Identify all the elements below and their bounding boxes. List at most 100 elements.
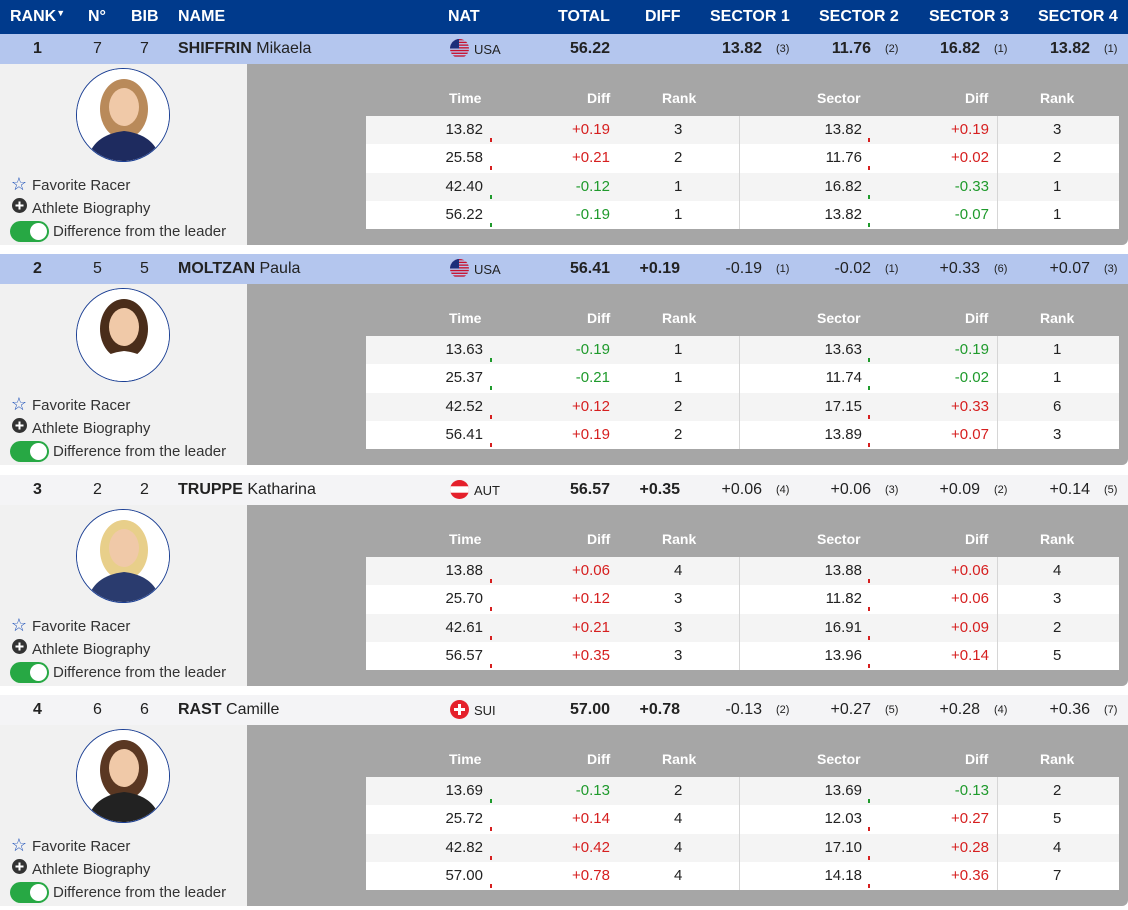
sector-rank: 2 bbox=[1053, 782, 1062, 799]
split-time: 25.37 bbox=[445, 369, 483, 386]
split-row: 13.63 -0.19 1 13.63 -0.19 1 bbox=[366, 336, 1119, 364]
difference-toggle[interactable] bbox=[10, 441, 49, 462]
sector-3-rank: (4) bbox=[994, 704, 1008, 716]
diff-indicator bbox=[490, 884, 492, 888]
sector-2-value: +0.27 bbox=[830, 701, 871, 718]
sector-4-value: 13.82 bbox=[1049, 40, 1090, 57]
rank-column-header[interactable]: RANK▼ bbox=[10, 8, 66, 25]
sector-1-value: -0.13 bbox=[725, 701, 762, 718]
racer-rank: 1 bbox=[33, 40, 42, 57]
plus-circle-icon bbox=[10, 639, 28, 658]
sector-rank: 1 bbox=[1053, 341, 1062, 358]
athlete-biography-link[interactable]: Athlete Biography bbox=[10, 639, 150, 658]
diff-header: Diff bbox=[587, 90, 611, 106]
split-diff: +0.19 bbox=[572, 121, 610, 138]
column-divider bbox=[739, 557, 740, 670]
sector-rank: 2 bbox=[1053, 619, 1062, 636]
racer-summary-row[interactable]: 3 2 2 TRUPPE Katharina AUT 56.57 +0.35 +… bbox=[0, 475, 1128, 505]
split-diff: +0.12 bbox=[572, 398, 610, 415]
racer-summary-row[interactable]: 4 6 6 RAST Camille SUI 57.00 +0.78 -0.13… bbox=[0, 695, 1128, 725]
sector-diff: +0.14 bbox=[951, 647, 989, 664]
split-time: 13.88 bbox=[445, 562, 483, 579]
racer-summary-row[interactable]: 1 7 7 SHIFFRIN Mikaela USA 56.22 13.82 (… bbox=[0, 34, 1128, 64]
sector-diff: +0.27 bbox=[951, 810, 989, 827]
split-row: 13.69 -0.13 2 13.69 -0.13 2 bbox=[366, 777, 1119, 805]
racer-diff: +0.35 bbox=[639, 481, 680, 498]
sector-diff-header: Diff bbox=[965, 90, 989, 106]
racer-block: 3 2 2 TRUPPE Katharina AUT 56.57 +0.35 +… bbox=[0, 475, 1128, 686]
splits-table: 13.88 +0.06 4 13.88 +0.06 4 25.70 +0.12 … bbox=[366, 557, 1119, 670]
athlete-biography-link[interactable]: Athlete Biography bbox=[10, 418, 150, 437]
sector-4-value: +0.36 bbox=[1049, 701, 1090, 718]
plus-circle-icon bbox=[10, 859, 28, 878]
column-divider bbox=[739, 777, 740, 890]
sector-2-rank: (3) bbox=[885, 484, 899, 496]
plus-circle-icon bbox=[10, 418, 28, 437]
sector-rank: 1 bbox=[1053, 206, 1062, 223]
nat-column-header: NAT bbox=[448, 8, 480, 25]
sector-time: 13.69 bbox=[824, 782, 862, 799]
sector-1-value: +0.06 bbox=[721, 481, 762, 498]
racer-no: 2 bbox=[93, 481, 102, 498]
favorite-racer-link[interactable]: ☆ Favorite Racer bbox=[10, 835, 131, 855]
toggle-knob bbox=[30, 443, 47, 460]
sector-diff-indicator bbox=[868, 664, 870, 668]
athlete-biography-link[interactable]: Athlete Biography bbox=[10, 859, 150, 878]
sector-diff-indicator bbox=[868, 386, 870, 390]
sector-time: 13.89 bbox=[824, 426, 862, 443]
split-rank: 2 bbox=[674, 782, 683, 799]
diff-indicator bbox=[490, 636, 492, 640]
split-time: 25.72 bbox=[445, 810, 483, 827]
athlete-panel: ☆ Favorite Racer Athlete Biography Differ… bbox=[0, 64, 247, 245]
split-time: 42.40 bbox=[445, 178, 483, 195]
split-diff: -0.21 bbox=[575, 369, 610, 386]
sector-1-value: -0.19 bbox=[725, 260, 762, 277]
sector-diff: -0.02 bbox=[954, 369, 989, 386]
favorite-racer-link[interactable]: ☆ Favorite Racer bbox=[10, 615, 131, 635]
sector-time: 12.03 bbox=[824, 810, 862, 827]
favorite-racer-link[interactable]: ☆ Favorite Racer bbox=[10, 174, 131, 194]
sector-rank: 1 bbox=[1053, 178, 1062, 195]
difference-toggle[interactable] bbox=[10, 221, 49, 242]
sector-rank: 3 bbox=[1053, 426, 1062, 443]
split-rank: 1 bbox=[674, 206, 683, 223]
favorite-racer-link[interactable]: ☆ Favorite Racer bbox=[10, 394, 131, 414]
split-rank: 3 bbox=[674, 590, 683, 607]
sector-diff: -0.13 bbox=[954, 782, 989, 799]
sector-diff-indicator bbox=[868, 166, 870, 170]
diff-indicator bbox=[490, 166, 492, 170]
sector-diff-indicator bbox=[868, 607, 870, 611]
toggle-knob bbox=[30, 664, 47, 681]
difference-toggle[interactable] bbox=[10, 662, 49, 683]
split-time: 13.82 bbox=[445, 121, 483, 138]
no-column-header: N° bbox=[88, 8, 106, 25]
sector-diff-indicator bbox=[868, 579, 870, 583]
split-row: 42.52 +0.12 2 17.15 +0.33 6 bbox=[366, 393, 1119, 421]
racer-summary-row[interactable]: 2 5 5 MOLTZAN Paula USA 56.41 +0.19 -0.1… bbox=[0, 254, 1128, 284]
diff-indicator bbox=[490, 358, 492, 362]
sector-time: 11.82 bbox=[825, 590, 862, 607]
column-divider bbox=[739, 116, 740, 229]
column-divider bbox=[739, 336, 740, 449]
sector-time: 17.15 bbox=[824, 398, 862, 415]
sector-rank: 5 bbox=[1053, 647, 1062, 664]
racer-block: 2 5 5 MOLTZAN Paula USA 56.41 +0.19 -0.1… bbox=[0, 254, 1128, 465]
rank-header: Rank bbox=[662, 751, 697, 767]
sector-time: 14.18 bbox=[824, 867, 862, 884]
split-time: 56.41 bbox=[445, 426, 483, 443]
racer-firstname: Paula bbox=[259, 260, 301, 277]
sector-time: 13.96 bbox=[824, 647, 862, 664]
diff-indicator bbox=[490, 386, 492, 390]
split-row: 25.58 +0.21 2 11.76 +0.02 2 bbox=[366, 144, 1119, 172]
sector4-column-header: SECTOR 4 bbox=[1038, 8, 1118, 25]
sector-diff-indicator bbox=[868, 195, 870, 199]
splits-table: 13.63 -0.19 1 13.63 -0.19 1 25.37 -0.21 … bbox=[366, 336, 1119, 449]
difference-toggle[interactable] bbox=[10, 882, 49, 903]
sector-time: 13.63 bbox=[824, 341, 862, 358]
athlete-biography-link[interactable]: Athlete Biography bbox=[10, 198, 150, 217]
time-header: Time bbox=[449, 531, 482, 547]
sector-3-rank: (6) bbox=[994, 263, 1008, 275]
split-row: 57.00 +0.78 4 14.18 +0.36 7 bbox=[366, 862, 1119, 890]
toggle-knob bbox=[30, 223, 47, 240]
sector-3-rank: (1) bbox=[994, 43, 1008, 55]
